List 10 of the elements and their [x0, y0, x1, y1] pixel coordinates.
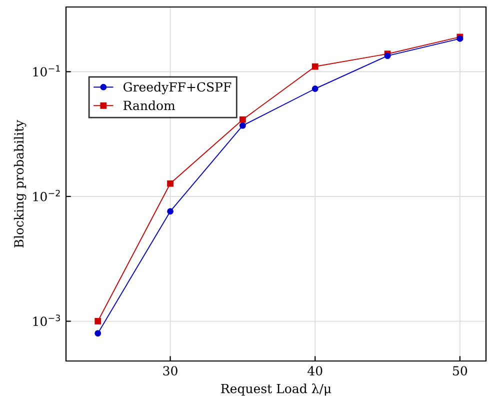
y-tick-label: 10$^{−1}$ [33, 65, 60, 77]
legend-label: Random [123, 100, 176, 110]
legend-label: GreedyFF+CSPF [124, 82, 232, 94]
y-axis-title: Blocking probability [14, 120, 26, 248]
x-axis-title: Request Load λ/μ [221, 384, 332, 396]
y-tick-label: 10$^{−3}$ [33, 314, 60, 326]
y-tick-label: 10$^{−2}$ [33, 190, 60, 202]
x-tick-label: 50 [453, 366, 468, 376]
x-tick-label: 30 [163, 366, 178, 376]
x-tick-label: 40 [308, 366, 322, 376]
